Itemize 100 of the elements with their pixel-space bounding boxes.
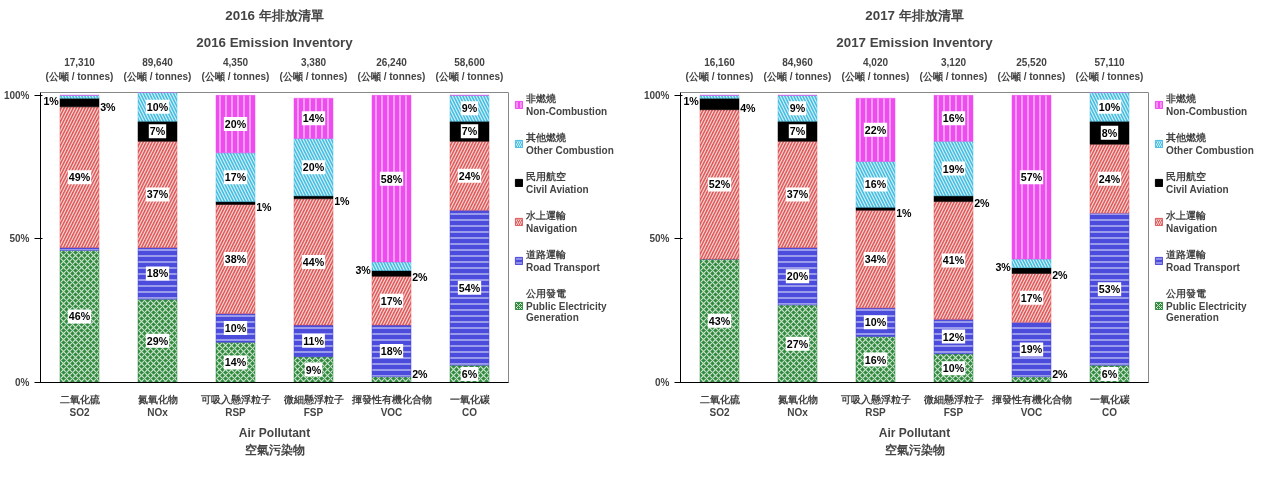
data-label: 1%	[43, 94, 60, 107]
chart-title: 2016 年排放清單	[225, 7, 324, 23]
legend-label: 民用航空 Civil Aviation	[526, 170, 589, 195]
data-label: 2%	[974, 196, 991, 209]
data-label: 2%	[1052, 367, 1069, 380]
text: 25,520 (公噸 / tonnes)	[997, 57, 1066, 82]
chart-subtitle: 2016 Emission Inventory	[196, 34, 354, 50]
data-label: 52%	[708, 178, 731, 191]
data-label: 46%	[68, 310, 91, 323]
x-axis-title: Air Pollutant 空氣污染物	[238, 425, 311, 457]
y-tick-label: 50%	[9, 233, 30, 245]
legend-label: 民用航空 Civil Aviation	[1166, 170, 1229, 195]
x-tick-label: 可吸入懸浮粒子 RSP	[199, 393, 271, 418]
legend-label: 非燃燒 Non-Combustion	[526, 92, 608, 117]
data-label: 20%	[224, 118, 247, 131]
data-label: 34%	[864, 253, 887, 266]
data-label: 37%	[786, 188, 809, 201]
data-label: 10%	[1098, 100, 1121, 113]
text: 17,310 (公噸 / tonnes)	[45, 57, 114, 82]
data-label: 19%	[942, 162, 965, 175]
x-tick-label: 揮發性有機化合物 VOC	[350, 393, 432, 418]
data-label: 3%	[100, 100, 117, 113]
data-label: 20%	[786, 270, 809, 283]
x-axis-title: Air Pollutant 空氣污染物	[878, 425, 951, 457]
x-tick-label: 二氧化硫 SO2	[59, 393, 100, 418]
x-tick-label: 一氧化碳 CO	[449, 393, 491, 418]
x-tick-label: 二氧化硫 SO2	[699, 393, 740, 418]
data-label: 1%	[896, 206, 913, 219]
x-tick-label: 可吸入懸浮粒子 RSP	[839, 393, 911, 418]
data-label: 58%	[380, 172, 403, 185]
data-label: 10%	[942, 362, 965, 375]
text: 84,960 (公噸 / tonnes)	[763, 57, 832, 82]
data-label: 9%	[789, 102, 806, 115]
legend-label: 道路運輸 Road Transport	[526, 248, 600, 273]
data-label: 10%	[224, 321, 247, 334]
data-label: 16%	[942, 112, 965, 125]
data-label: 38%	[224, 253, 247, 266]
data-label: 53%	[1098, 283, 1121, 296]
data-label: 1%	[256, 201, 273, 214]
text: 26,240 (公噸 / tonnes)	[357, 57, 426, 82]
y-tick-label: 50%	[649, 233, 670, 245]
legend-label: 公用發電 Public Electricity Generation	[1166, 287, 1247, 323]
data-label: 12%	[942, 330, 965, 343]
legend-label: 水上運輸 Navigation	[1166, 209, 1218, 234]
data-label: 2%	[412, 271, 429, 284]
text: 89,640 (公噸 / tonnes)	[123, 57, 192, 82]
data-label: 17%	[380, 294, 403, 307]
data-label: 3%	[355, 264, 372, 277]
data-label: 27%	[786, 337, 809, 350]
legend-label: 公用發電 Public Electricity Generation	[526, 287, 607, 323]
data-label: 49%	[68, 171, 91, 184]
text: 4,350 (公噸 / tonnes)	[201, 57, 270, 82]
data-label: 10%	[864, 316, 887, 329]
legend-label: 其他燃燒 Other Combustion	[1166, 131, 1254, 156]
y-tick-label: 100%	[3, 89, 30, 101]
text: 58,600 (公噸 / tonnes)	[435, 57, 504, 82]
legend-label: 非燃燒 Non-Combustion	[1166, 92, 1248, 117]
x-tick-label: 揮發性有機化合物 VOC	[990, 393, 1072, 418]
data-label: 24%	[1098, 172, 1121, 185]
data-label: 17%	[224, 171, 247, 184]
data-label: 11%	[303, 334, 325, 347]
data-label: 1%	[334, 195, 351, 208]
legend-label: 其他燃燒 Other Combustion	[526, 131, 614, 156]
text: 16,160 (公噸 / tonnes)	[685, 57, 754, 82]
y-tick-label: 100%	[643, 89, 670, 101]
data-label: 54%	[458, 281, 481, 294]
legend-label: 水上運輸 Navigation	[526, 209, 578, 234]
data-label: 9%	[305, 363, 322, 376]
text: 3,120 (公噸 / tonnes)	[919, 57, 988, 82]
x-tick-label: 一氧化碳 CO	[1089, 393, 1131, 418]
y-tick-label: 0%	[655, 377, 670, 388]
data-label: 16%	[864, 353, 887, 366]
x-tick-label: 微細懸浮粒子 FSP	[282, 393, 344, 418]
data-label: 29%	[146, 334, 169, 347]
x-tick-label: 氮氧化物 NOx	[776, 393, 818, 418]
text: 4,020 (公噸 / tonnes)	[841, 57, 910, 82]
text: 57,110 (公噸 / tonnes)	[1075, 57, 1144, 82]
data-label: 18%	[146, 267, 169, 280]
legend-label: 道路運輸 Road Transport	[1166, 248, 1240, 273]
data-label: 17%	[1020, 291, 1043, 304]
data-label: 7%	[789, 125, 806, 138]
data-label: 6%	[1101, 367, 1118, 380]
data-label: 41%	[942, 254, 965, 267]
data-label: 8%	[1101, 126, 1118, 139]
data-label: 22%	[864, 123, 887, 136]
data-label: 24%	[458, 169, 481, 182]
data-label: 3%	[995, 261, 1012, 274]
data-label: 16%	[864, 178, 887, 191]
data-label: 1%	[683, 94, 700, 107]
data-label: 57%	[1020, 171, 1043, 184]
data-label: 6%	[461, 367, 478, 380]
data-label: 2%	[1052, 268, 1069, 281]
data-label: 2%	[412, 367, 429, 380]
data-label: 44%	[302, 255, 325, 268]
data-label: 9%	[461, 102, 478, 115]
data-label: 20%	[302, 161, 325, 174]
data-label: 18%	[380, 344, 403, 357]
chart-subtitle: 2017 Emission Inventory	[836, 34, 994, 50]
x-tick-label: 氮氧化物 NOx	[136, 393, 178, 418]
data-label: 7%	[461, 125, 478, 138]
